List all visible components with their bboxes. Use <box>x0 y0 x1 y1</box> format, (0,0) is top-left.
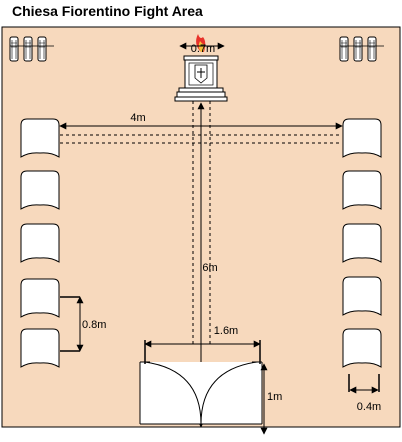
door-width-label: 1.6m <box>214 325 238 337</box>
chair-icon <box>342 328 382 368</box>
chair-width-label: 0.4m <box>357 401 381 413</box>
chair-spacing-bracket <box>60 296 84 352</box>
double-door-icon <box>139 361 263 425</box>
chair-icon <box>20 170 60 210</box>
pew-group-right-icon <box>339 36 384 62</box>
aisle-length-label: 6m <box>202 262 217 274</box>
chair-icon <box>20 118 60 158</box>
door-depth-label: 1m <box>267 391 282 403</box>
page-title: Chiesa Fiorentino Fight Area <box>12 3 203 19</box>
pew-group-left-icon <box>9 36 54 62</box>
chair-icon <box>342 118 382 158</box>
altar-width-label: 0.7m <box>191 43 215 55</box>
chair-icon <box>342 276 382 316</box>
chair-icon <box>342 223 382 263</box>
chair-icon <box>20 223 60 263</box>
row-gap-label: 4m <box>130 112 145 124</box>
aisle-dashed-lines <box>60 101 342 345</box>
chair-icon <box>342 170 382 210</box>
chair-spacing-label: 0.8m <box>82 319 106 331</box>
altar-icon <box>174 55 228 102</box>
chair-icon <box>20 278 60 318</box>
chair-icon <box>20 328 60 368</box>
